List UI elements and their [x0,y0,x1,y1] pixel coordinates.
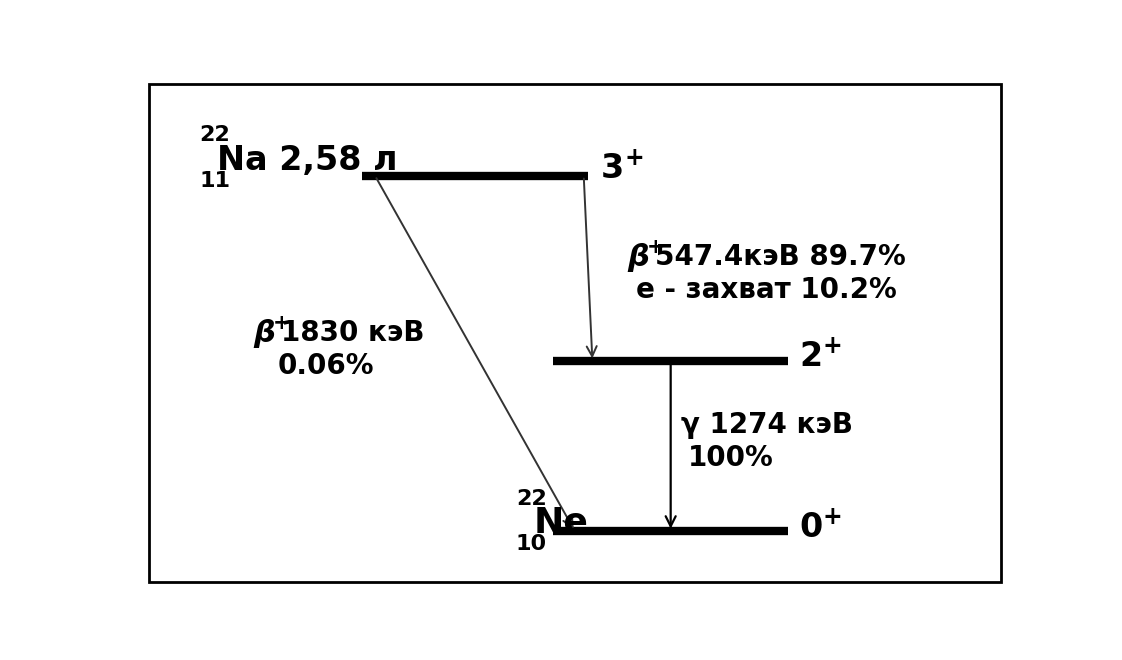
Text: +: + [822,506,843,529]
Text: 1830 кэВ: 1830 кэВ [282,319,424,347]
Text: 100%: 100% [688,444,774,472]
Text: 547.4кэВ 89.7%: 547.4кэВ 89.7% [655,243,905,271]
Text: 3: 3 [601,152,624,185]
Text: 11: 11 [200,171,230,191]
Text: Ne: Ne [533,506,588,539]
Text: 10: 10 [516,534,548,554]
Text: е - захват 10.2%: е - захват 10.2% [636,276,896,304]
Text: 22: 22 [200,125,230,145]
Text: β: β [254,319,275,348]
Text: 0: 0 [799,511,822,544]
Text: +: + [625,146,644,170]
Text: +: + [646,237,664,257]
Text: 0.06%: 0.06% [277,352,374,380]
Text: γ 1274 кэВ: γ 1274 кэВ [681,411,853,439]
Text: β: β [627,243,649,271]
Text: +: + [273,313,291,333]
Text: 22: 22 [516,488,546,509]
Text: Na 2,58 л: Na 2,58 л [217,144,397,177]
Text: +: + [822,334,843,358]
Text: 2: 2 [799,340,822,373]
